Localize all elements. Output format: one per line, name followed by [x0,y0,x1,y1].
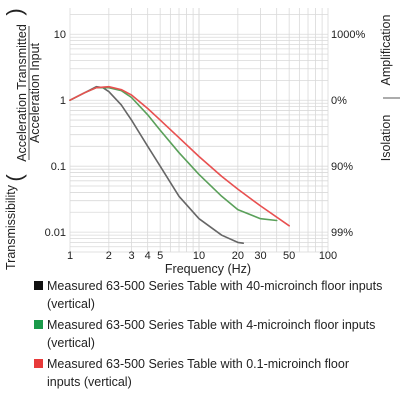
chart-legend: Measured 63-500 Series Table with 40-mic… [34,277,384,394]
y-axis-paren-close: ) [2,8,27,15]
y-tick-label: 10 [54,29,66,41]
x-tick-label: 10 [193,250,205,262]
legend-item-4-microinch: Measured 63-500 Series Table with 4-micr… [34,316,384,352]
y-axis-ratio-numerator: Acceleration Transmitted [15,24,29,162]
legend-item-40-microinch: Measured 63-500 Series Table with 40-mic… [34,277,384,313]
y-tick-label: 0.01 [45,227,66,239]
right-tick-label: 99% [331,227,353,239]
chart-series [69,85,290,244]
x-tick-label: 1 [67,250,73,262]
right-tick-label: 90% [331,161,353,173]
y-axis-title: Transmissibility [4,184,18,270]
chart-tick-labels: 1 2 3 4 5 10 20 30 50 100 10 1 0.1 0.01 1000% 0% 90% 99% [45,29,366,262]
x-tick-label: 5 [157,250,163,262]
chart-svg: 1 2 3 4 5 10 20 30 50 1001010.10.011000%0%90%99% … [2,8,400,276]
legend-label: Measured 63-500 Series Table with 40-mic… [47,279,383,311]
x-tick-label: 4 [145,250,151,262]
legend-item-0-1-microinch: Measured 63-500 Series Table with 0.1-mi… [34,355,384,391]
legend-label: Measured 63-500 Series Table with 4-micr… [47,318,376,350]
x-tick-label: 20 [232,250,244,262]
legend-swatch-black [34,281,43,290]
y-tick-label: 1 [60,95,66,107]
x-tick-label: 100 [319,250,337,262]
y-axis-paren-open: ( [2,174,27,182]
x-axis-title: Frequency (Hz) [165,262,251,276]
series-line-2 [69,85,290,227]
right-tick-label: 1000% [331,29,365,41]
right-label-amplification: Amplification [379,15,393,86]
x-tick-label: 50 [283,250,295,262]
x-tick-label: 2 [106,250,112,262]
x-tick-label: 30 [254,250,266,262]
right-tick-label: 0% [331,95,347,107]
x-tick-label: 3 [128,250,134,262]
legend-swatch-red [34,359,43,368]
legend-swatch-green [34,320,43,329]
y-axis-ratio-denominator: Acceleration Input [28,42,42,143]
y-tick-label: 0.1 [51,161,66,173]
right-label-isolation: Isolation [379,115,393,162]
chart-grid [69,8,329,253]
